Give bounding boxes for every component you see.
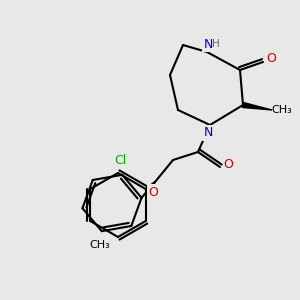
Text: CH₃: CH₃ bbox=[89, 240, 110, 250]
Text: Cl: Cl bbox=[114, 154, 126, 167]
Polygon shape bbox=[243, 103, 272, 110]
Text: N: N bbox=[203, 127, 213, 140]
Text: O: O bbox=[223, 158, 233, 170]
Text: H: H bbox=[212, 39, 220, 49]
Text: CH₃: CH₃ bbox=[272, 105, 292, 115]
Text: O: O bbox=[148, 185, 158, 199]
Text: O: O bbox=[266, 52, 276, 65]
Text: N: N bbox=[203, 38, 213, 50]
